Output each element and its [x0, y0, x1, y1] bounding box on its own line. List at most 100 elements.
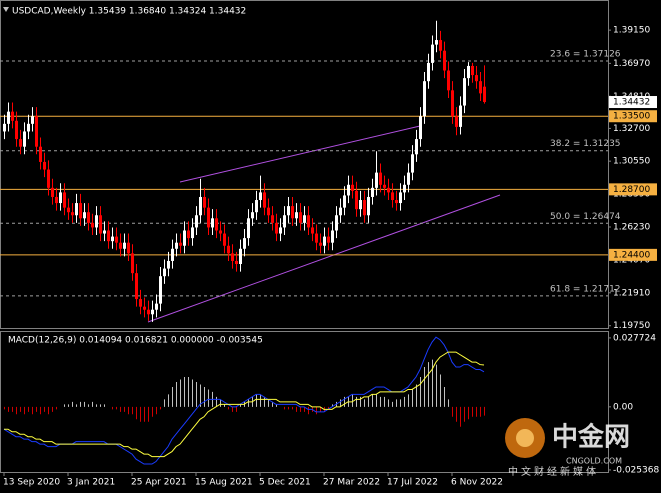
candle-body [51, 187, 54, 197]
candle-body [71, 212, 74, 216]
candle-body [335, 215, 338, 231]
candle-body [483, 86, 486, 103]
candle-body [275, 222, 278, 234]
y-tick-label: 1.39150 [613, 26, 650, 36]
candle-body [103, 230, 106, 234]
candle-body [311, 227, 314, 234]
candle-body [279, 227, 282, 234]
candle-body [39, 146, 42, 162]
candle-body [143, 306, 146, 310]
fib-label: 23.6 = 1.37126 [550, 49, 621, 59]
candle-body [55, 196, 58, 204]
watermark-name: 中金网 [552, 422, 630, 453]
candle-body [227, 245, 230, 254]
candle-body [175, 242, 178, 249]
x-tick-label: 3 Jan 2021 [67, 478, 115, 488]
candle-body [63, 192, 66, 208]
x-tick-label: 6 Nov 2022 [451, 478, 503, 488]
candle-body [471, 65, 474, 76]
candle-body [351, 184, 354, 191]
x-tick-label: 25 Apr 2021 [131, 478, 187, 488]
candle-body [207, 207, 210, 228]
y-tick-label: 1.26230 [613, 222, 650, 232]
candle-body [131, 253, 134, 274]
candle-body [359, 200, 362, 210]
x-tick-label: 15 Aug 2021 [195, 478, 253, 488]
level-label-box [609, 110, 657, 123]
candle-body [195, 215, 198, 228]
candle-body [383, 184, 386, 188]
candle-body [19, 139, 22, 147]
candle-body [403, 184, 406, 193]
candle-body [31, 116, 34, 124]
candle-body [367, 196, 370, 216]
candle-body [443, 50, 446, 71]
candle-body [219, 230, 222, 234]
candle-body [459, 105, 462, 127]
candle-body [231, 253, 234, 261]
candle-body [203, 196, 206, 208]
candle-body [23, 131, 26, 147]
candle-body [451, 90, 454, 117]
candle-body [375, 172, 378, 188]
candle-body [83, 212, 86, 219]
candle-body [427, 62, 430, 82]
candle-body [327, 236, 330, 243]
candle-body [91, 222, 94, 228]
candle-body [223, 233, 226, 246]
candle-body [135, 273, 138, 300]
candle-body [371, 187, 374, 197]
candle-body [59, 192, 62, 204]
candle-body [299, 212, 302, 223]
candle-body [407, 172, 410, 185]
candle-body [347, 184, 350, 196]
candle-body [99, 215, 102, 234]
candle-body [235, 260, 238, 265]
y-tick-label: 0.027724 [613, 333, 656, 343]
x-tick-label: 27 Mar 2022 [323, 478, 380, 488]
candle-body [171, 248, 174, 261]
candle-body [379, 172, 382, 185]
candle-body [267, 207, 270, 216]
candle-body [455, 116, 458, 127]
candle-body [139, 299, 142, 307]
candle-body [479, 81, 482, 94]
symbol-icon [3, 7, 9, 12]
candle-body [199, 196, 202, 216]
x-tick-label: 13 Sep 2020 [3, 478, 60, 488]
candle-body [239, 248, 242, 265]
level-label: 1.33500 [613, 112, 650, 122]
candle-body [75, 203, 78, 216]
candle-body [339, 207, 342, 216]
macd-title: MACD(12,26,9) 0.014094 0.016821 0.000000… [8, 336, 263, 346]
candle-body [215, 218, 218, 231]
main-panel [0, 0, 609, 329]
candle-body [283, 215, 286, 228]
candle-body [35, 116, 38, 147]
candle-body [255, 200, 258, 213]
level-label: 1.24400 [613, 250, 650, 260]
candle-body [343, 195, 346, 208]
candle-body [323, 236, 326, 246]
candle-body [115, 236, 118, 243]
candle-body [271, 215, 274, 223]
candle-body [251, 212, 254, 219]
candle-body [419, 116, 422, 140]
candle-body [191, 227, 194, 239]
candle-body [467, 65, 470, 79]
macd-line [3, 336, 485, 465]
candle-body [159, 276, 162, 304]
candle-body [331, 230, 334, 243]
watermark-logo-inner [516, 429, 534, 447]
candle-body [475, 75, 478, 82]
candle-body [447, 70, 450, 91]
watermark-slogan: 中文财经新媒体 [508, 465, 599, 478]
candle-body [163, 268, 166, 277]
candle-body [415, 139, 418, 155]
candle-body [355, 190, 358, 210]
candle-body [411, 154, 414, 173]
candle-body [183, 230, 186, 246]
y-tick-label: 0.00 [613, 402, 633, 412]
